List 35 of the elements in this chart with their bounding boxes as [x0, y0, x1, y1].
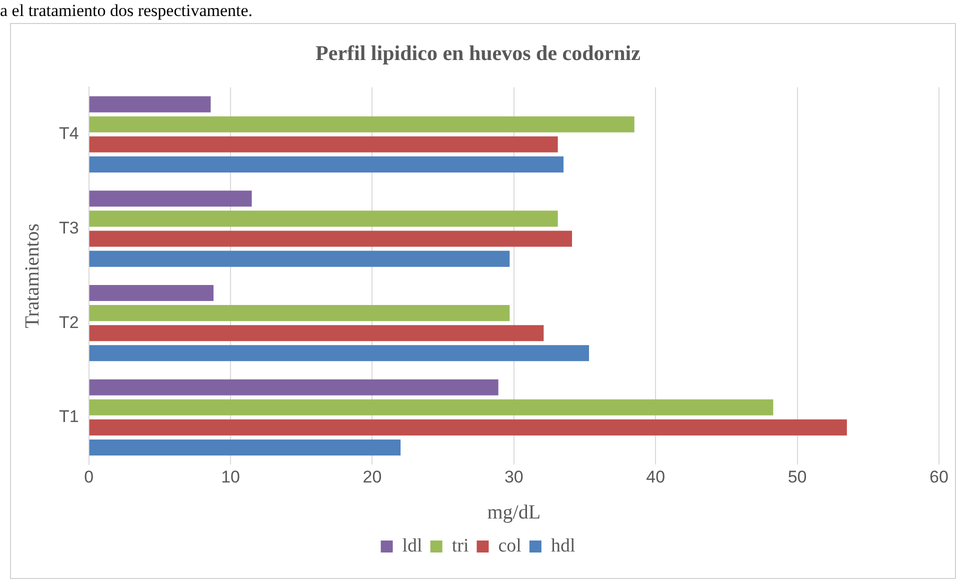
y-tick-label: T3	[58, 218, 79, 238]
bar	[89, 345, 590, 362]
x-tick-label: 40	[646, 467, 666, 486]
bar	[89, 230, 572, 247]
bar	[89, 399, 774, 416]
bar	[89, 156, 564, 172]
bar	[89, 439, 401, 456]
text: a el tratamiento dos respectivamente.	[0, 0, 254, 22]
bar	[89, 419, 847, 436]
x-axis-title: mg/dL	[487, 501, 541, 524]
bar	[89, 96, 211, 112]
y-axis-title: Tratamientos	[21, 223, 44, 328]
y-tick-label: T1	[58, 407, 79, 426]
bar	[89, 379, 498, 396]
chart-title: Perfil lipidico en huevos de codorniz	[316, 41, 640, 66]
x-tick-label: 60	[930, 467, 948, 486]
bar	[89, 250, 510, 267]
bar	[89, 305, 510, 322]
x-tick-label: 30	[504, 467, 524, 486]
legend-label: ldl	[402, 535, 422, 556]
legend-label: tri	[452, 535, 469, 556]
legend-label: hdl	[550, 535, 576, 556]
bar	[89, 136, 558, 152]
x-tick-label: 50	[788, 467, 807, 486]
bar	[89, 190, 252, 207]
x-tick-label: 10	[221, 467, 240, 486]
x-tick-label: 0	[84, 467, 94, 486]
bar	[89, 284, 214, 302]
y-tick-label: T4	[58, 124, 79, 144]
legend-label: col	[498, 535, 522, 556]
bar	[89, 116, 634, 132]
y-tick-label: T2	[58, 312, 79, 332]
x-tick-label: 20	[362, 467, 382, 486]
bar	[89, 210, 558, 227]
bar	[89, 325, 544, 342]
